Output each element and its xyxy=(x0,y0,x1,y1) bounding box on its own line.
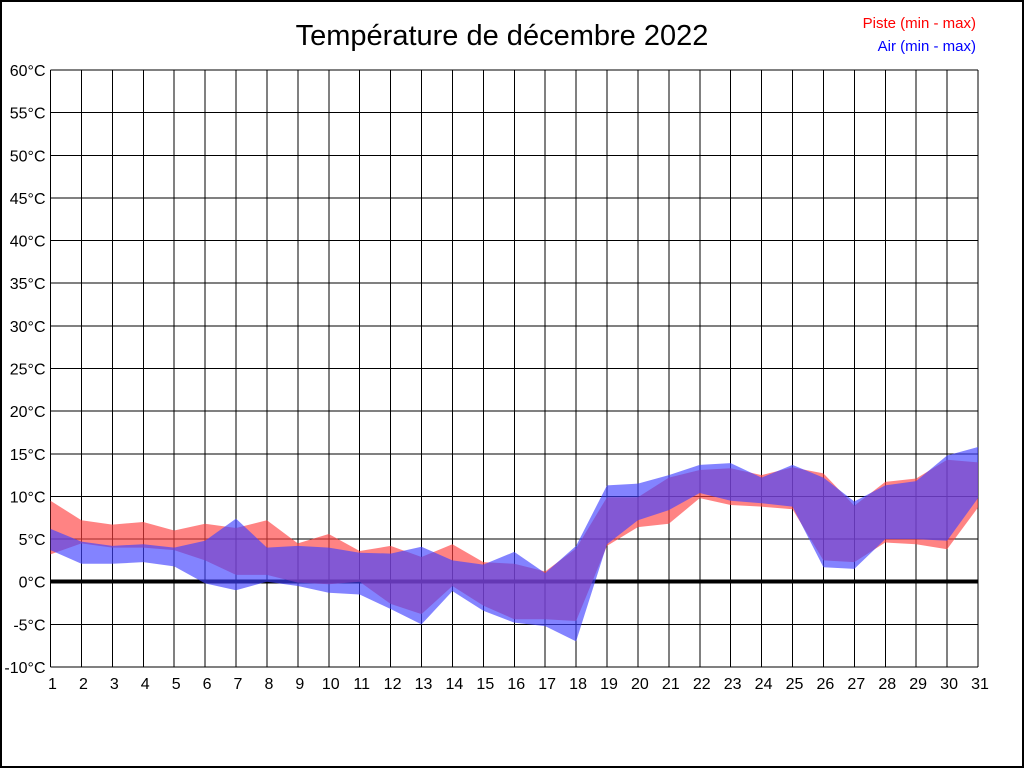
y-axis-label: 20°C xyxy=(10,404,46,421)
x-axis-label: 9 xyxy=(295,676,304,693)
x-axis-label: 10 xyxy=(322,676,340,693)
x-axis-label: 20 xyxy=(631,676,649,693)
x-axis-label: 18 xyxy=(569,676,587,693)
x-axis-label: 12 xyxy=(384,676,402,693)
y-axis-label: 60°C xyxy=(10,63,46,80)
legend-item-air: Air (min - max) xyxy=(877,38,976,55)
x-axis-label: 7 xyxy=(234,676,243,693)
x-axis-label: 1 xyxy=(48,676,57,693)
x-axis-label: 19 xyxy=(600,676,618,693)
x-axis-label: 17 xyxy=(538,676,556,693)
x-axis-label: 8 xyxy=(264,676,273,693)
y-axis-label: 25°C xyxy=(10,362,46,379)
y-axis-label: 40°C xyxy=(10,234,46,251)
x-axis-label: 23 xyxy=(724,676,742,693)
x-axis-label: 13 xyxy=(415,676,433,693)
x-axis-label: 21 xyxy=(662,676,680,693)
y-axis-label: 35°C xyxy=(10,276,46,293)
x-axis-label: 27 xyxy=(847,676,865,693)
x-axis-label: 4 xyxy=(141,676,150,693)
x-axis-label: 2 xyxy=(79,676,88,693)
y-axis-label: 0°C xyxy=(19,575,46,592)
x-axis-label: 22 xyxy=(693,676,711,693)
y-axis-label: 10°C xyxy=(10,489,46,506)
x-axis-label: 29 xyxy=(909,676,927,693)
y-axis-label: 45°C xyxy=(10,191,46,208)
x-axis-label: 24 xyxy=(755,676,773,693)
chart-title: Température de décembre 2022 xyxy=(295,20,709,52)
x-axis-label: 30 xyxy=(940,676,958,693)
x-axis-label: 14 xyxy=(446,676,464,693)
x-axis-label: 26 xyxy=(817,676,835,693)
x-axis-label: 11 xyxy=(353,676,370,693)
y-axis-label: 15°C xyxy=(10,447,46,464)
x-axis-label: 28 xyxy=(878,676,896,693)
y-axis-label: 30°C xyxy=(10,319,46,336)
x-axis-label: 6 xyxy=(203,676,212,693)
x-axis-label: 31 xyxy=(971,676,989,693)
y-axis-label: 55°C xyxy=(10,106,46,123)
x-axis-label: 25 xyxy=(786,676,804,693)
x-axis-label: 5 xyxy=(172,676,181,693)
y-axis-label: -5°C xyxy=(13,617,45,634)
air-band xyxy=(50,446,978,642)
x-axis-label: 16 xyxy=(507,676,525,693)
y-axis-label: 50°C xyxy=(10,148,46,165)
y-axis-label: 5°C xyxy=(19,532,46,549)
x-axis-label: 15 xyxy=(476,676,494,693)
y-axis-label: -10°C xyxy=(4,660,45,677)
legend: Piste (min - max) Air (min - max) xyxy=(863,12,976,58)
x-axis-label: 3 xyxy=(110,676,119,693)
legend-item-piste: Piste (min - max) xyxy=(862,15,976,32)
